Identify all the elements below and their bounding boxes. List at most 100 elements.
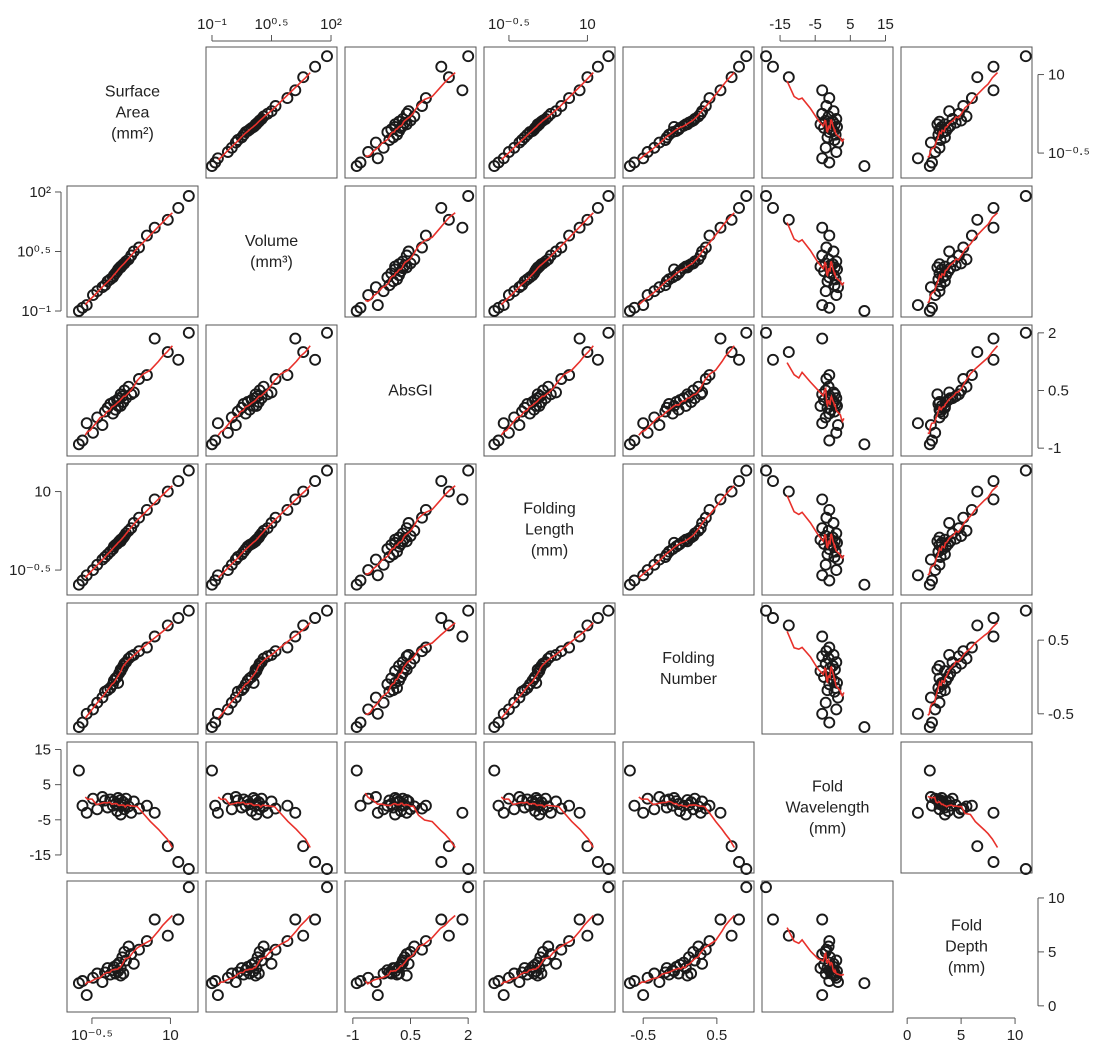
data-point — [96, 791, 109, 803]
panel-fdepth-vs-sa — [66, 880, 199, 1013]
panel-frame — [622, 185, 755, 318]
data-point — [206, 764, 218, 777]
data-point — [858, 438, 871, 451]
data-point — [497, 989, 510, 1002]
data-point — [442, 485, 455, 498]
smoother-line — [217, 72, 311, 161]
tick-label: 10⁻⁰·⁵ — [488, 16, 530, 33]
data-point — [133, 943, 145, 956]
data-point — [819, 558, 832, 571]
panel-sa-vs-vol — [205, 46, 338, 179]
data-point — [782, 71, 795, 84]
data-point — [182, 326, 195, 339]
data-point — [321, 863, 333, 875]
tick-label: 5 — [957, 1027, 965, 1044]
panel-frame — [900, 602, 1033, 735]
data-point — [462, 881, 475, 894]
smoother-line — [365, 622, 456, 715]
data-point — [740, 190, 753, 202]
smoother-line — [217, 796, 311, 848]
smoother-line — [84, 485, 173, 579]
data-point — [297, 929, 310, 942]
data-point — [502, 426, 515, 439]
data-point — [816, 152, 829, 165]
panel-fwave-vs-fnum — [622, 741, 755, 875]
smoother-line — [217, 485, 311, 579]
data-point — [971, 71, 984, 84]
smoother-line — [786, 630, 845, 698]
data-point — [816, 417, 829, 430]
data-point — [782, 213, 795, 226]
data-point — [462, 464, 475, 477]
panel-frame — [761, 185, 894, 318]
data-point — [602, 863, 615, 875]
data-point — [542, 380, 555, 393]
data-point — [281, 92, 294, 105]
data-point — [389, 808, 402, 821]
data-point — [931, 118, 944, 131]
data-point — [926, 156, 938, 169]
data-point — [148, 913, 161, 926]
data-point — [80, 806, 93, 819]
data-point — [581, 619, 594, 632]
data-point — [602, 190, 615, 202]
data-point — [830, 954, 843, 967]
data-point — [508, 803, 521, 816]
y-axis-fdepth: 0 5 10 — [1037, 890, 1065, 1015]
data-point — [823, 229, 836, 242]
panel-frame — [761, 324, 894, 457]
data-point — [229, 691, 242, 704]
smoother-line — [217, 914, 311, 985]
data-point — [435, 201, 448, 214]
variable-label-vol: (mm³) — [250, 254, 293, 271]
data-point — [960, 110, 973, 123]
data-point — [265, 386, 278, 399]
data-point — [725, 346, 738, 359]
data-point — [591, 353, 604, 366]
data-point — [172, 353, 185, 366]
panel-frame — [900, 741, 1033, 874]
data-point — [653, 419, 666, 432]
data-point — [666, 407, 679, 420]
data-point — [206, 977, 218, 990]
data-point — [957, 511, 970, 524]
data-point — [462, 863, 475, 875]
panel-frame — [66, 880, 199, 1013]
data-point — [782, 619, 795, 632]
data-point — [488, 764, 501, 777]
panel-frame — [205, 46, 338, 179]
smoother-line — [786, 362, 845, 424]
data-point — [858, 578, 871, 591]
panel-fnum-vs-fwave — [760, 602, 894, 735]
tick-label: 5 — [1048, 944, 1056, 961]
data-point — [535, 967, 548, 980]
data-point — [419, 92, 432, 105]
data-point — [148, 221, 161, 234]
data-point — [573, 913, 586, 926]
panel-fwave-vs-fdepth — [900, 741, 1033, 875]
data-point — [371, 989, 384, 1002]
data-point — [760, 881, 772, 894]
data-point — [725, 485, 738, 498]
data-point — [602, 50, 615, 63]
data-point — [946, 792, 959, 805]
data-point — [456, 630, 469, 643]
smoother-line — [365, 485, 456, 575]
data-point — [965, 369, 978, 382]
data-point — [923, 305, 936, 317]
data-point — [591, 612, 604, 624]
panel-flen-vs-fnum — [622, 463, 755, 596]
panel-fwave-vs-absgi — [344, 741, 477, 875]
smoother-line — [786, 80, 845, 143]
panel-sa-vs-fnum — [622, 46, 755, 179]
data-point — [694, 522, 707, 535]
data-point — [703, 369, 716, 382]
data-point — [492, 434, 505, 447]
data-point — [161, 929, 174, 942]
data-point — [935, 676, 948, 689]
tick-label: -0.5 — [1048, 706, 1074, 723]
data-point — [289, 332, 302, 345]
y-axis-fwave: -15 -5 5 15 — [29, 742, 62, 864]
data-point — [987, 806, 1000, 819]
data-point — [692, 940, 705, 953]
